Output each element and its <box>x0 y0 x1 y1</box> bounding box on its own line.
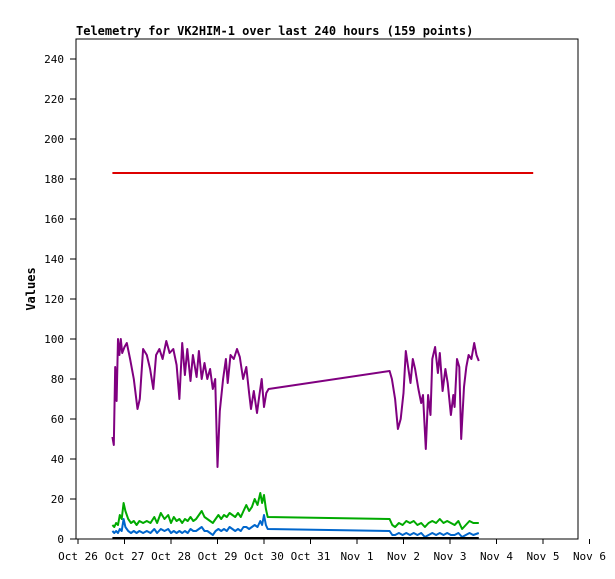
y-tick-label: 200 <box>44 133 64 146</box>
x-tick-label: Nov 6 <box>573 550 606 563</box>
y-tick-label: 100 <box>44 333 64 346</box>
y-tick-label: 220 <box>44 93 64 106</box>
y-tick-label: 160 <box>44 213 64 226</box>
y-tick-label: 60 <box>51 413 64 426</box>
x-tick-label: Nov 2 <box>387 550 420 563</box>
x-tick-label: Nov 3 <box>433 550 466 563</box>
x-tick-label: Oct 28 <box>151 550 191 563</box>
y-tick-label: 120 <box>44 293 64 306</box>
x-tick-label: Oct 31 <box>291 550 331 563</box>
y-tick-label: 20 <box>51 493 64 506</box>
x-tick-label: Oct 30 <box>244 550 284 563</box>
y-axis-label: Values <box>24 267 38 310</box>
y-tick-label: 0 <box>57 533 64 546</box>
chart-title: Telemetry for VK2HIM-1 over last 240 hou… <box>76 24 473 38</box>
x-tick-label: Nov 5 <box>526 550 559 563</box>
series-line-1 <box>111 338 480 468</box>
y-tick-label: 180 <box>44 173 64 186</box>
series-line-3 <box>111 514 480 538</box>
x-tick-label: Nov 4 <box>480 550 513 563</box>
y-tick-label: 40 <box>51 453 64 466</box>
x-tick-label: Nov 1 <box>340 550 373 563</box>
series-layer <box>111 172 534 539</box>
y-tick-label: 80 <box>51 373 64 386</box>
y-tick-label: 240 <box>44 53 64 66</box>
x-tick-label: Oct 26 <box>58 550 98 563</box>
x-tick-label: Oct 29 <box>198 550 238 563</box>
y-axis-ticks: 0 20 40 60 80 100 120 140 160 180 200 220 240 <box>44 53 76 546</box>
x-tick-label: Oct 27 <box>105 550 145 563</box>
y-tick-label: 140 <box>44 253 64 266</box>
series-line-2 <box>111 492 479 530</box>
plot-area <box>75 38 579 540</box>
x-axis-ticks: Oct 26 Oct 27 Oct 28 Oct 29 Oct 30 Oct 31 Nov … <box>58 539 606 563</box>
